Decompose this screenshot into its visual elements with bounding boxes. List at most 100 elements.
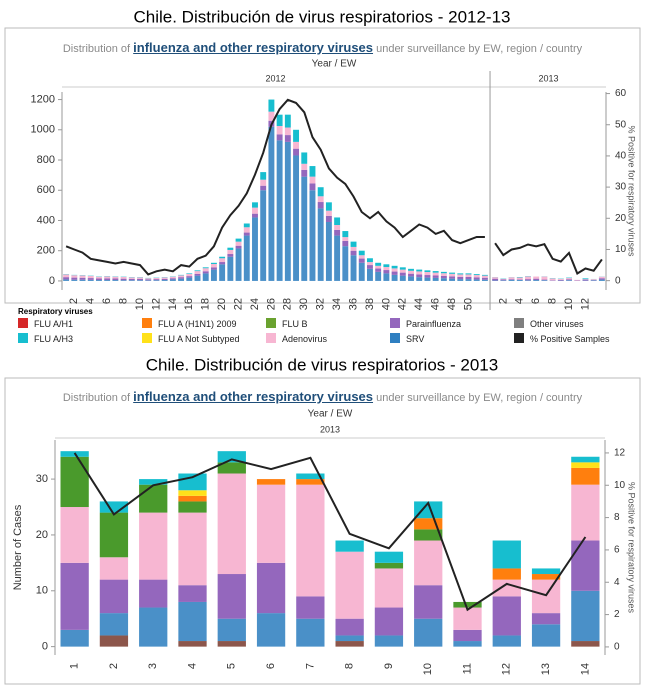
bar-segment bbox=[139, 484, 168, 513]
bar-segment bbox=[500, 280, 507, 281]
subtitle-part: Distribution of bbox=[62, 392, 134, 404]
bar-segment bbox=[342, 231, 349, 238]
bar-segment bbox=[194, 271, 201, 274]
bar-segment bbox=[153, 277, 160, 280]
bar-segment bbox=[414, 618, 443, 647]
bar-segment bbox=[350, 250, 357, 256]
bar-segment bbox=[169, 279, 176, 281]
bar-segment bbox=[112, 276, 119, 279]
x-tick-label: 28 bbox=[282, 298, 294, 310]
bar-segment bbox=[202, 268, 209, 272]
bar-segment bbox=[533, 278, 540, 281]
bar-segment bbox=[210, 269, 217, 281]
bar-segment bbox=[293, 148, 300, 156]
bar-segment bbox=[416, 271, 423, 275]
bar-segment bbox=[473, 275, 480, 278]
bar-segment bbox=[87, 278, 94, 280]
bar-segment bbox=[60, 456, 89, 508]
bar-segment bbox=[383, 267, 390, 271]
bar-segment bbox=[414, 529, 443, 541]
bar-segment bbox=[358, 258, 365, 263]
legend-entry: FLU A/H1 bbox=[18, 318, 73, 329]
bar-segment bbox=[374, 551, 404, 563]
bar-segment bbox=[63, 274, 70, 278]
bar-segment bbox=[350, 255, 357, 281]
legend-entry: FLU A/H3 bbox=[18, 333, 73, 344]
bar-segment bbox=[375, 268, 382, 272]
bar-segment bbox=[492, 278, 499, 281]
bar-segment bbox=[87, 275, 94, 279]
bar-segment bbox=[375, 271, 382, 281]
bar-segment bbox=[557, 278, 564, 280]
bar-segment bbox=[492, 596, 521, 636]
legend-swatch bbox=[266, 318, 276, 328]
panel-label: 2012 bbox=[265, 73, 285, 83]
bar-segment bbox=[120, 280, 127, 281]
bar-segment bbox=[366, 258, 373, 263]
bar-segment bbox=[71, 277, 78, 280]
bar-segment bbox=[79, 279, 86, 281]
bar-segment bbox=[284, 135, 291, 142]
bar-segment bbox=[301, 176, 308, 281]
bar-segment bbox=[492, 635, 521, 647]
bar-segment bbox=[531, 624, 561, 647]
bar-segment bbox=[465, 274, 472, 277]
bar-segment bbox=[335, 618, 364, 636]
bar-segment bbox=[408, 268, 414, 271]
bar-segment bbox=[414, 540, 443, 586]
bar-segment bbox=[449, 273, 456, 277]
legend-label: Adenovirus bbox=[282, 334, 328, 344]
bar-segment bbox=[399, 269, 406, 273]
legend-entry: FLU A (H1N1) 2009 bbox=[142, 318, 237, 329]
bar-segment bbox=[465, 276, 472, 280]
x-tick-label: 46 bbox=[430, 298, 442, 310]
bar-segment bbox=[399, 267, 406, 270]
bar-segment bbox=[276, 134, 283, 141]
bar-segment bbox=[161, 278, 168, 281]
bar-segment bbox=[284, 141, 291, 281]
bar-segment bbox=[516, 279, 523, 281]
bar-segment bbox=[500, 279, 507, 281]
bar-segment bbox=[424, 277, 431, 281]
x-tick-label: 5 bbox=[226, 663, 238, 669]
bar-segment bbox=[276, 126, 283, 135]
bar-segment bbox=[571, 590, 600, 642]
bar-segment bbox=[139, 512, 168, 580]
legend-swatch bbox=[390, 318, 400, 328]
bar-segment bbox=[178, 585, 207, 602]
bar-segment bbox=[79, 277, 86, 280]
bar-segment bbox=[481, 274, 488, 276]
bar-segment bbox=[227, 256, 234, 281]
bar-segment bbox=[473, 274, 480, 276]
x-tick-label: 10 bbox=[563, 298, 575, 310]
y2-tick-label: 20 bbox=[615, 213, 627, 224]
x-tick-label: 7 bbox=[304, 663, 316, 669]
bar-segment bbox=[582, 278, 589, 280]
bar-segment bbox=[243, 232, 250, 236]
bar-segment bbox=[99, 613, 129, 636]
bar-segment bbox=[571, 641, 600, 647]
legend-swatch bbox=[514, 333, 524, 343]
bar-segment bbox=[571, 462, 600, 468]
x-tick-label: 40 bbox=[380, 298, 392, 310]
bar-segment bbox=[145, 279, 152, 281]
bar-segment bbox=[178, 512, 207, 586]
bar-segment bbox=[219, 256, 226, 259]
bar-segment bbox=[120, 278, 127, 281]
bar-segment bbox=[260, 172, 267, 180]
bar-segment bbox=[210, 267, 217, 270]
y2-tick-label: 2 bbox=[614, 609, 620, 620]
bar-segment bbox=[178, 275, 185, 278]
bar-segment bbox=[260, 179, 267, 186]
bar-segment bbox=[531, 579, 561, 614]
bar-segment bbox=[87, 279, 94, 281]
bar-segment bbox=[374, 562, 404, 569]
bar-segment bbox=[358, 262, 365, 281]
bar-segment bbox=[202, 273, 209, 281]
bar-segment bbox=[252, 202, 258, 208]
x-tick-label: 6 bbox=[101, 298, 113, 304]
bar-segment bbox=[309, 183, 316, 191]
x-tick-label: 13 bbox=[540, 663, 552, 675]
bar-segment bbox=[137, 280, 143, 281]
legend-swatch bbox=[142, 333, 152, 343]
